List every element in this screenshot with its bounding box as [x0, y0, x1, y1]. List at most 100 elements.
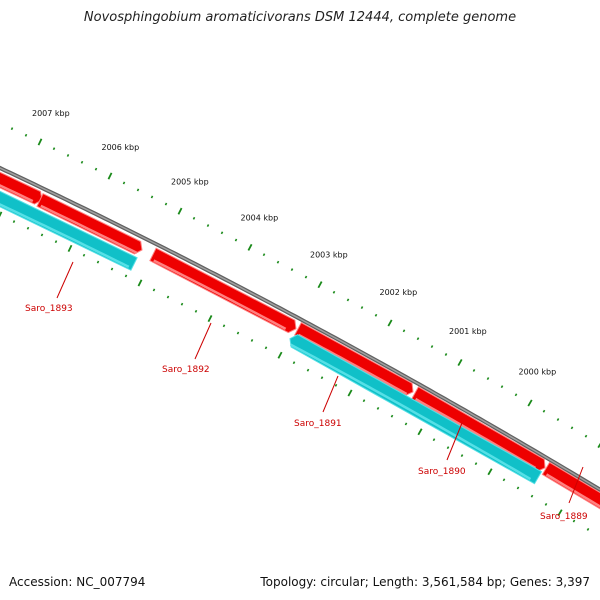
gene-saro-1891-arrow	[289, 334, 543, 485]
ruler-tick	[486, 377, 490, 380]
kbp-label-track: 2007 kbp 2006 kbp 2005 kbp 2004 kbp 2003 kbp…	[32, 109, 556, 376]
gene-saro-1891-shade	[290, 343, 532, 481]
ruler-tick	[402, 329, 406, 333]
inner-tick	[502, 478, 506, 482]
kbp-label: 2004 kbp	[241, 213, 279, 222]
ruler-tick	[472, 369, 476, 372]
gene-saro-1890-arrow	[294, 322, 414, 397]
label-leader	[446, 422, 463, 461]
gene-saro-1894-shade	[40, 204, 138, 255]
ruler-tick	[150, 195, 154, 199]
kbp-label: 2006 kbp	[102, 143, 140, 152]
gene-saro-1893-shade	[0, 203, 130, 269]
ruler-tick	[192, 216, 196, 220]
inner-tick	[12, 220, 16, 224]
ruler-tick	[276, 260, 280, 264]
ruler-tick	[37, 138, 43, 146]
ruler-tick	[416, 337, 420, 341]
inner-tick	[0, 211, 3, 218]
inner-tick	[446, 446, 450, 450]
gene-label: Saro_1893	[25, 304, 73, 314]
gene-saro-1892	[149, 247, 297, 334]
inner-tick	[306, 368, 310, 372]
ruler-tick	[304, 275, 308, 279]
ruler-tick	[52, 147, 56, 151]
ruler-tick	[107, 172, 113, 180]
inner-tick	[487, 468, 493, 476]
inner-tick	[516, 486, 520, 490]
accession-text: Accession: NC_007794	[9, 575, 146, 589]
gene-label: Saro_1890	[418, 467, 466, 477]
label-leader	[56, 261, 74, 299]
inner-tick	[460, 454, 464, 458]
kbp-label: 2000 kbp	[519, 367, 557, 376]
ruler-tick	[262, 253, 266, 257]
outer-tick-track	[10, 127, 600, 449]
inner-tick	[67, 244, 73, 252]
ruler-tick	[597, 442, 600, 449]
inner-tick	[124, 274, 128, 278]
gene-saro-1894-arrow	[36, 193, 143, 255]
inner-tick	[557, 509, 563, 517]
gene-label: Saro_1889	[540, 512, 588, 522]
inner-tick	[222, 324, 226, 328]
ruler-tick	[247, 243, 253, 251]
label-leader-track	[56, 261, 584, 504]
inner-tick	[250, 338, 254, 342]
inner-tick	[320, 376, 324, 380]
inner-tick	[40, 233, 44, 237]
gene-partial-left-arrow	[0, 171, 43, 205]
ruler-tick	[220, 231, 224, 235]
gene-saro-1890	[294, 322, 414, 397]
gene-partial-left-shade	[0, 184, 34, 203]
reverse-gene-track	[0, 190, 543, 485]
label-leader	[194, 322, 212, 360]
inner-tick	[334, 383, 338, 387]
inner-tick	[152, 288, 156, 292]
inner-tick	[390, 414, 394, 418]
kbp-label: 2002 kbp	[380, 288, 418, 297]
ruler-tick	[177, 207, 183, 215]
gene-label-track: Saro_1893 Saro_1892 Saro_1891 Saro_1890 Saro…	[25, 304, 588, 522]
ruler-tick	[527, 399, 533, 407]
ruler-tick	[122, 181, 126, 185]
inner-tick	[194, 309, 198, 313]
inner-tick	[110, 267, 114, 271]
ruler-tick	[514, 393, 518, 397]
inner-tick	[474, 462, 478, 466]
inner-tick	[207, 315, 213, 323]
ruler-tick	[136, 188, 140, 192]
kbp-label: 2001 kbp	[449, 327, 487, 336]
ruler-tick	[206, 224, 210, 227]
ruler-tick	[234, 238, 238, 242]
gene-saro-1893	[0, 190, 138, 271]
inner-tick	[137, 279, 143, 287]
gene-saro-1890b-arrow	[410, 386, 546, 472]
inner-tick	[292, 361, 296, 365]
topology-text: Topology: circular; Length: 3,561,584 bp…	[260, 575, 590, 589]
label-leader	[322, 375, 339, 413]
gene-saro-1893-arrow	[0, 190, 138, 271]
gene-saro-1892-arrow	[149, 247, 297, 334]
kbp-label: 2007 kbp	[32, 109, 70, 118]
ruler-tick	[444, 353, 448, 356]
kbp-label: 2005 kbp	[171, 178, 209, 187]
ruler-tick	[570, 426, 574, 430]
ruler-tick	[387, 319, 393, 327]
ruler-tick	[556, 418, 560, 421]
ruler-tick	[360, 306, 364, 309]
inner-tick	[544, 502, 548, 506]
kbp-label: 2003 kbp	[310, 250, 348, 259]
backbone-highlight	[0, 167, 600, 491]
ruler-tick	[430, 345, 434, 349]
inner-tick	[180, 302, 184, 306]
gene-label: Saro_1892	[162, 365, 210, 375]
forward-gene-track	[0, 171, 600, 510]
inner-tick	[26, 226, 30, 230]
ruler-tick	[80, 160, 84, 164]
gene-saro-1890b	[410, 386, 546, 472]
ruler-tick	[374, 313, 378, 317]
gene-saro-1892-shade	[153, 259, 287, 330]
inner-tick	[82, 253, 86, 257]
